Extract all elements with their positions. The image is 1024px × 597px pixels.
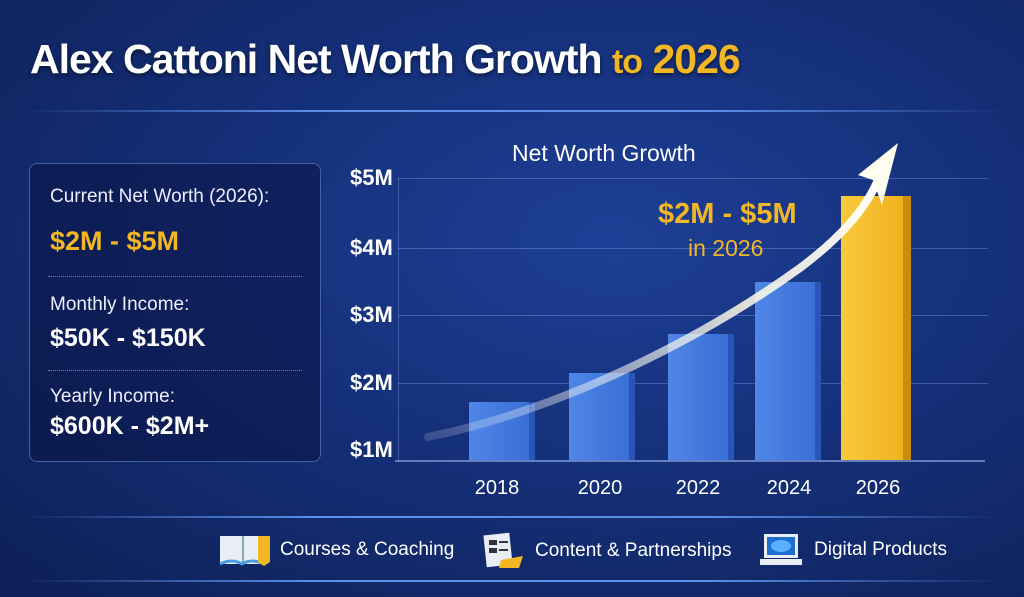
legend-divider-top bbox=[20, 516, 1004, 518]
chart-title: Net Worth Growth bbox=[512, 140, 696, 166]
legend-item-content: Content & Partnerships bbox=[481, 532, 731, 570]
y-tick: $3M bbox=[350, 302, 393, 327]
bar-2018 bbox=[469, 402, 529, 460]
net-worth-label: Current Net Worth (2026): bbox=[50, 186, 270, 207]
y-tick: $5M bbox=[350, 165, 393, 190]
document-icon bbox=[483, 532, 523, 568]
legend-label: Content & Partnerships bbox=[535, 540, 732, 561]
divider bbox=[48, 370, 302, 371]
gridline bbox=[398, 178, 988, 179]
stats-panel: Current Net Worth (2026): $2M - $5M Mont… bbox=[29, 163, 321, 462]
y-tick: $1M bbox=[350, 437, 393, 462]
divider bbox=[48, 276, 302, 277]
legend-item-courses: Courses & Coaching bbox=[218, 532, 454, 568]
bar-2024 bbox=[755, 282, 815, 460]
header-divider bbox=[20, 110, 1004, 112]
bar-2022 bbox=[668, 334, 728, 460]
legend-label: Digital Products bbox=[814, 539, 948, 560]
yearly-income-value: $600K - $2M+ bbox=[50, 412, 210, 440]
title-year: 2026 bbox=[652, 36, 740, 82]
page-title: Alex Cattoni Net Worth Growth to 2026 bbox=[30, 36, 741, 83]
x-tick: 2026 bbox=[855, 477, 901, 499]
y-axis bbox=[398, 178, 399, 460]
title-to: to bbox=[611, 43, 643, 81]
bar-2026 bbox=[841, 196, 903, 460]
y-tick: $4M bbox=[350, 235, 393, 260]
x-tick: 2020 bbox=[577, 477, 623, 499]
x-tick: 2024 bbox=[766, 477, 812, 499]
net-worth-value: $2M - $5M bbox=[50, 226, 180, 256]
x-axis bbox=[395, 460, 985, 462]
legend-label: Courses & Coaching bbox=[280, 539, 455, 560]
bar-2020 bbox=[569, 373, 629, 460]
annotation-range: $2M - $5M bbox=[658, 198, 797, 230]
title-main: Alex Cattoni Net Worth Growth bbox=[30, 36, 603, 82]
monthly-income-value: $50K - $150K bbox=[50, 324, 206, 352]
legend-item-digital: Digital Products bbox=[758, 532, 947, 568]
yearly-income-label: Yearly Income: bbox=[50, 386, 175, 407]
y-tick: $2M bbox=[350, 370, 393, 395]
x-tick: 2022 bbox=[675, 477, 721, 499]
book-icon bbox=[219, 536, 270, 566]
monthly-income-label: Monthly Income: bbox=[50, 294, 190, 315]
annotation-year: in 2026 bbox=[688, 235, 764, 261]
x-tick: 2018 bbox=[474, 477, 520, 499]
laptop-icon bbox=[760, 534, 802, 565]
legend-divider-bottom bbox=[20, 580, 1004, 582]
